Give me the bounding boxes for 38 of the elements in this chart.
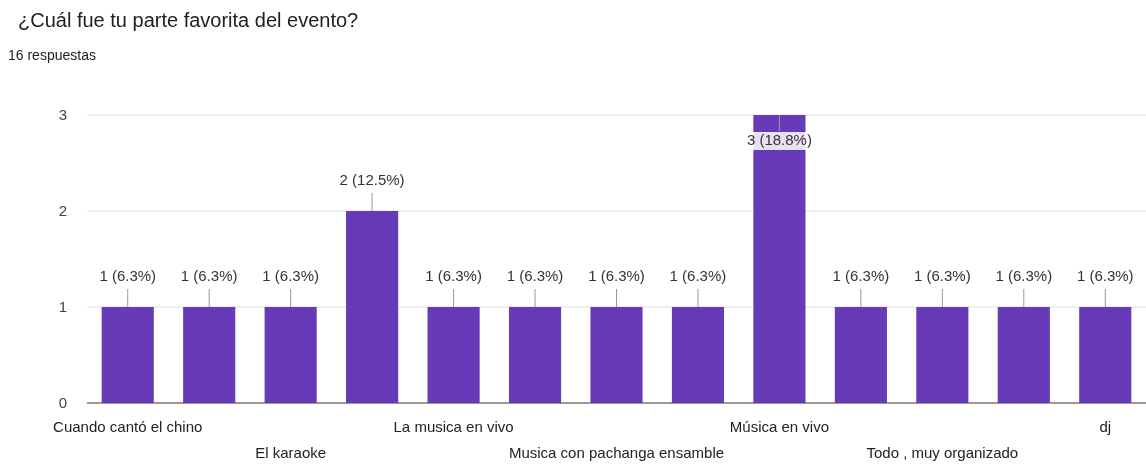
data-label: 1 (6.3%) bbox=[262, 267, 320, 284]
bar bbox=[997, 307, 1050, 403]
data-label: 1 (6.3%) bbox=[99, 267, 157, 284]
bar bbox=[916, 307, 969, 403]
data-label: 1 (6.3%) bbox=[913, 267, 971, 284]
y-tick-label: 1 bbox=[58, 298, 67, 316]
chart-title: ¿Cuál fue tu parte favorita del evento? bbox=[18, 9, 359, 31]
bar bbox=[427, 307, 480, 403]
bar bbox=[183, 307, 236, 403]
data-label: 2 (12.5%) bbox=[339, 171, 405, 188]
data-label: 1 (6.3%) bbox=[506, 267, 564, 284]
bar bbox=[101, 307, 154, 403]
data-label: 1 (6.3%) bbox=[669, 267, 727, 284]
bar bbox=[264, 307, 317, 403]
x-tick-label: La musica en vivo bbox=[393, 418, 514, 435]
bar bbox=[508, 307, 562, 403]
bar bbox=[834, 307, 887, 403]
x-tick-label: Música en vivo bbox=[729, 418, 830, 435]
y-tick-label: 3 bbox=[58, 106, 67, 124]
x-tick-label: Cuando cantó el chino bbox=[53, 418, 203, 435]
bar bbox=[1079, 307, 1132, 403]
chart-subtitle: 16 respuestas bbox=[8, 47, 96, 63]
x-tick-label: El karaoke bbox=[255, 444, 327, 461]
data-label: 1 (6.3%) bbox=[425, 267, 482, 284]
data-label: 1 (6.3%) bbox=[588, 267, 645, 284]
data-label: 1 (6.3%) bbox=[180, 267, 238, 284]
data-label: 1 (6.3%) bbox=[1076, 267, 1134, 284]
data-label: 1 (6.3%) bbox=[832, 267, 890, 284]
x-tick-label: Musica con pachanga ensamble bbox=[508, 444, 725, 461]
data-label: 1 (6.3%) bbox=[995, 267, 1053, 284]
data-label: 3 (18.8%) bbox=[746, 131, 812, 148]
bar bbox=[671, 307, 725, 403]
bar bbox=[346, 211, 399, 403]
x-tick-label: dj bbox=[1099, 418, 1112, 435]
x-tick-label: Todo , muy organizado bbox=[866, 444, 1019, 461]
y-tick-label: 0 bbox=[58, 394, 67, 412]
y-tick-label: 2 bbox=[58, 202, 67, 220]
bar bbox=[590, 307, 643, 403]
